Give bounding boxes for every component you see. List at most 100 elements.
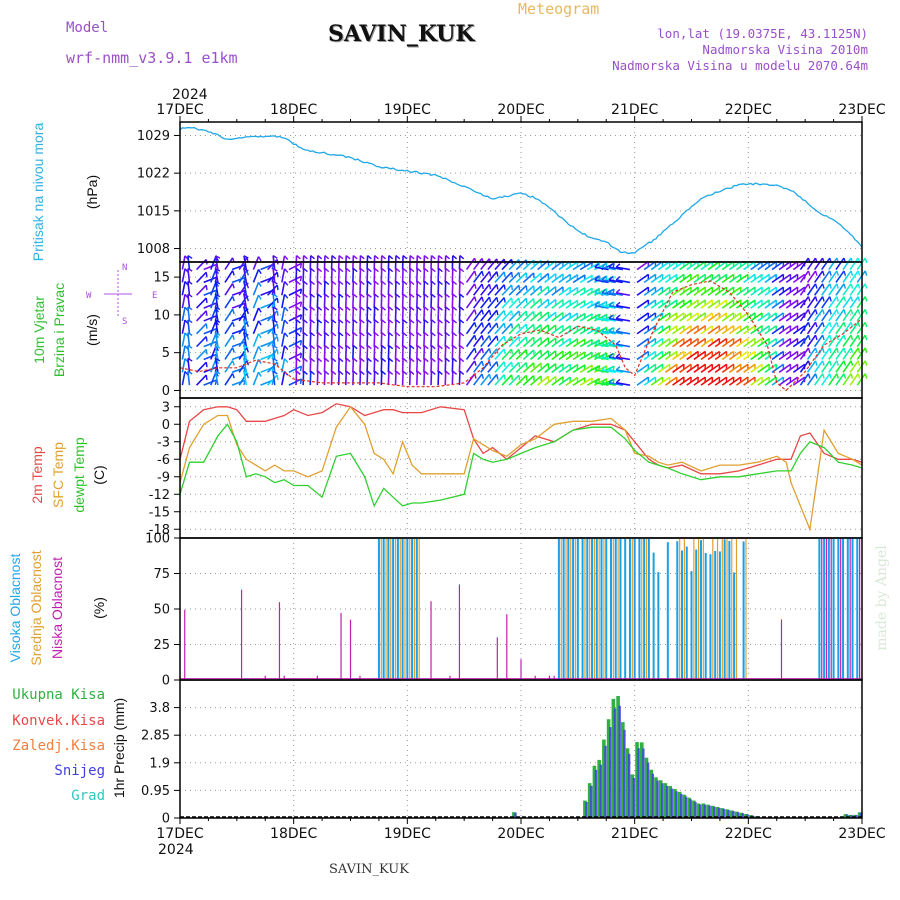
wind-barb <box>558 286 571 296</box>
wind-barb-tick <box>388 267 394 273</box>
wind-barb <box>679 312 692 322</box>
wind-barb-tick <box>271 379 275 386</box>
wind-barb-tick <box>246 283 250 289</box>
wind-barb <box>806 270 817 283</box>
wind-barb <box>806 321 817 335</box>
wind-barb <box>551 311 564 322</box>
cloud-bar <box>712 538 714 680</box>
cloud-bar <box>652 552 655 680</box>
wind-barb-tick <box>594 327 600 332</box>
wind-barb <box>203 379 217 386</box>
wind-barb <box>252 281 260 296</box>
wind-barb-tick <box>338 332 344 337</box>
wind-barb <box>252 359 260 373</box>
wind-barb <box>672 260 685 271</box>
wind-barb-tick <box>231 347 235 353</box>
wind-barb <box>679 286 692 296</box>
wind-barb <box>203 315 217 322</box>
wind-barb <box>551 324 564 335</box>
wind-barb <box>480 360 491 373</box>
wind-barb <box>579 325 593 335</box>
cloud-bar <box>821 538 823 680</box>
time-label-top: 19DEC <box>384 102 431 118</box>
wind-barb-tick <box>310 319 315 324</box>
wind-barb-tick <box>836 283 839 289</box>
wind-barb <box>214 319 219 334</box>
wind-barb <box>187 268 191 283</box>
wind-barb <box>565 286 579 296</box>
wind-barb-tick <box>438 280 443 286</box>
wind-barb-tick <box>345 319 351 324</box>
wind-barb-tick <box>246 321 250 327</box>
wind-barb <box>487 284 498 296</box>
wind-barb <box>594 266 609 271</box>
cloud-bar <box>699 540 702 680</box>
cloud-bar <box>859 538 861 680</box>
wind-barb-tick <box>296 267 301 273</box>
wind-barb-tick <box>395 267 401 273</box>
wind-barb <box>657 312 671 322</box>
wind-barb <box>616 279 631 284</box>
wind-barb-tick <box>276 374 279 381</box>
wind-barb-tick <box>409 344 415 350</box>
cloud-bar <box>584 538 586 680</box>
wind-barb <box>288 352 302 361</box>
wind-barb <box>267 297 278 309</box>
pressure-y-tick: 1015 <box>137 204 170 219</box>
wind-barb-tick <box>615 276 621 281</box>
wind-barb <box>465 296 476 309</box>
wind-barb-tick <box>299 314 303 320</box>
legend-graupel: Grad <box>71 788 105 804</box>
wind-barb <box>700 260 713 271</box>
cloud-bar <box>735 538 738 680</box>
wind-barb <box>288 339 302 348</box>
wind-barb-tick <box>271 366 275 373</box>
wind-barb-tick <box>395 255 401 260</box>
wind-barb <box>799 360 810 373</box>
station-title: SAVIN_KUK <box>328 21 475 47</box>
wind-barb <box>181 319 186 334</box>
legend-total-rain: Ukupna Kisa <box>12 687 105 703</box>
wind-barb <box>849 334 859 348</box>
precip-total-bar <box>625 748 630 818</box>
precip-total-bar <box>696 803 701 818</box>
wind-barb-tick <box>518 375 521 381</box>
wind-barb-tick <box>352 370 358 375</box>
wind-barb <box>616 304 631 309</box>
wind-barb <box>813 360 824 373</box>
wind-barb-tick <box>814 309 818 315</box>
wind-barb-tick <box>402 344 408 350</box>
wind-barb-tick <box>271 315 275 321</box>
wind-barb-tick <box>381 267 387 273</box>
wind-barb <box>594 304 609 309</box>
wind-barb <box>842 257 852 271</box>
time-label-top: 18DEC <box>270 102 317 118</box>
wind-barb <box>778 325 792 335</box>
wind-barb-tick <box>243 280 249 285</box>
wind-barb <box>785 363 799 373</box>
wind-barb-tick <box>864 309 868 315</box>
wind-barb-tick <box>324 344 330 350</box>
wind-barb <box>693 273 706 284</box>
wind-barb-tick <box>324 332 330 337</box>
wind-barb-tick <box>299 340 303 346</box>
wind-barb <box>750 337 763 348</box>
wind-barb <box>785 376 799 386</box>
precip-snow-bar <box>646 762 650 818</box>
wind-barb-tick <box>431 344 436 350</box>
wind-barb-tick <box>345 306 351 311</box>
wind-barb <box>721 299 735 309</box>
wind-barb <box>664 312 678 322</box>
wind-barb <box>679 260 692 271</box>
wind-barb <box>537 362 549 373</box>
wind-barb <box>522 310 535 322</box>
cloud-bar <box>837 538 840 680</box>
wind-barb-tick <box>187 357 193 362</box>
wind-barb-tick <box>615 340 621 345</box>
wind-barb-tick <box>488 361 492 367</box>
cloud-bar <box>404 538 406 680</box>
wind-barb-tick <box>431 293 436 298</box>
wind-barb-tick <box>374 306 379 311</box>
wind-barb <box>792 363 806 373</box>
wind-barb <box>792 376 806 386</box>
